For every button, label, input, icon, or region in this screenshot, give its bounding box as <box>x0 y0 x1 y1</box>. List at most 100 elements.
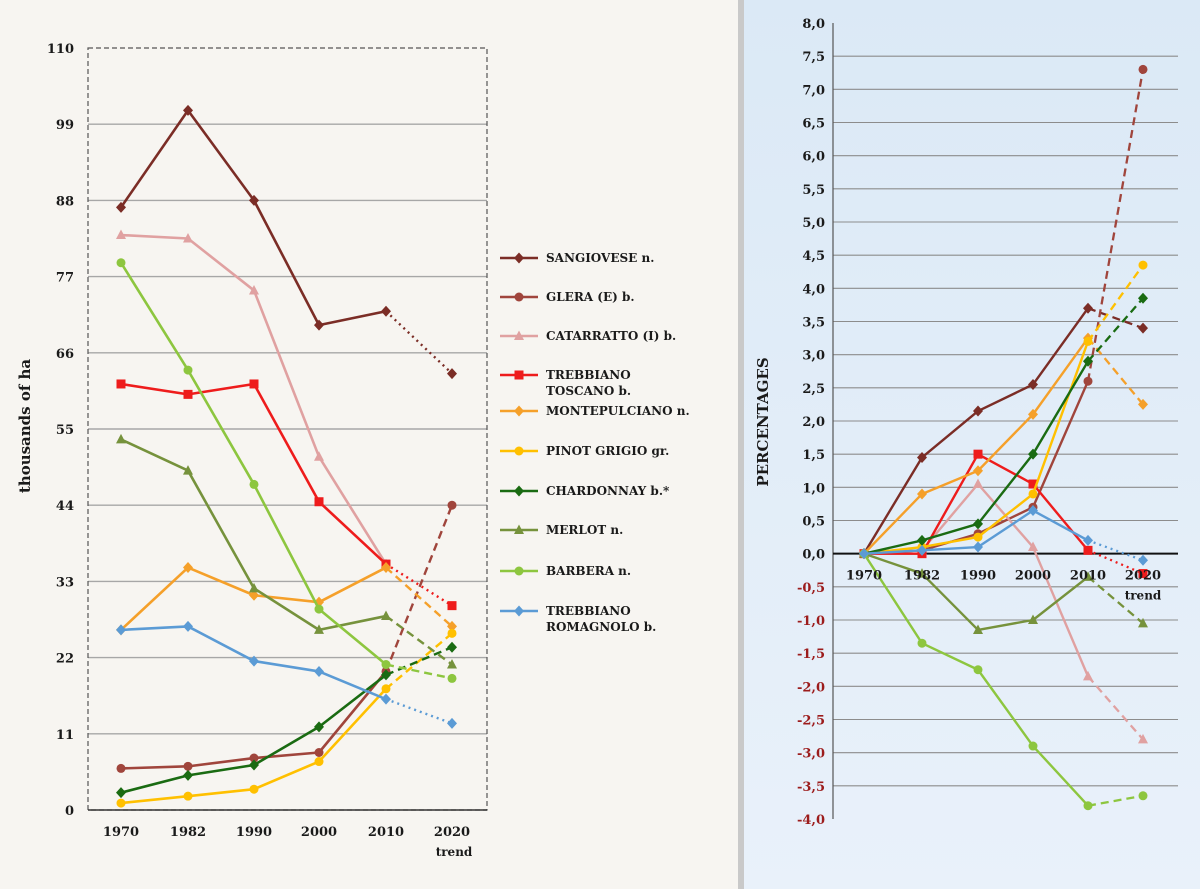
legend-item-sangiovese-n: SANGIOVESE n. <box>500 251 654 265</box>
right-y-tick-label: -1,5 <box>797 647 825 662</box>
right-chart-y-ticks: 8,0 7,5 7,0 6,5 6,0 5,5 5,0 4,5 4,0 3,5 3,0 2,5 2,0 1… <box>797 17 825 828</box>
right-series-trend-line <box>1087 297 1144 363</box>
right-data-point <box>973 532 983 542</box>
left-data-point <box>249 479 259 489</box>
legend-swatch-marker <box>514 370 524 380</box>
left-data-point <box>381 610 391 621</box>
left-data-point <box>447 601 457 611</box>
right-y-tick-label: 3,0 <box>802 349 825 364</box>
right-y-tick-label: 8,0 <box>802 17 825 32</box>
legend-item-chardonnay-b: CHARDONNAY b.* <box>500 484 670 498</box>
right-data-point <box>973 541 983 553</box>
right-y-tick-label: -3,0 <box>797 747 825 762</box>
right-data-point <box>917 544 927 556</box>
right-series-trend-line <box>1087 549 1144 575</box>
right-y-tick-label: 5,0 <box>802 216 825 231</box>
right-data-point <box>917 451 927 463</box>
legend-swatch-marker <box>514 405 524 417</box>
left-data-point <box>447 659 457 669</box>
left-series-barbera-n <box>116 258 457 683</box>
left-data-point <box>116 787 126 799</box>
legend-swatch-marker <box>514 252 524 264</box>
right-x-trend-label: trend <box>1125 589 1162 603</box>
left-data-point <box>314 497 324 507</box>
right-y-tick-label: 7,0 <box>802 83 825 98</box>
left-series-trend-line <box>385 615 453 666</box>
right-data-point <box>973 449 983 459</box>
left-data-point <box>183 104 193 116</box>
right-data-point <box>917 638 927 648</box>
right-data-point <box>917 568 927 578</box>
legend-label: MONTEPULCIANO n. <box>546 404 690 418</box>
left-data-point <box>249 753 259 763</box>
legend-label: TREBBIANO ROMAGNOLO b. <box>546 604 656 634</box>
right-series-trend-line <box>1087 264 1144 343</box>
legend-swatch-marker <box>514 485 524 497</box>
right-data-point <box>973 665 983 675</box>
left-data-point <box>249 589 259 601</box>
left-data-point <box>381 693 391 705</box>
right-data-point <box>1083 801 1093 811</box>
left-series-pinot-grigio-gr <box>116 628 457 808</box>
right-y-tick-label: 0,0 <box>802 548 825 563</box>
left-data-point <box>381 669 391 681</box>
left-series-trend-line <box>385 646 453 677</box>
right-data-point <box>973 518 983 530</box>
left-data-point <box>249 194 259 206</box>
right-y-tick-label: -3,5 <box>797 780 825 795</box>
left-data-point <box>183 791 193 801</box>
legend-swatch-marker <box>514 605 524 617</box>
legend-swatch-marker <box>514 446 524 456</box>
left-data-point <box>314 624 324 634</box>
right-data-point <box>1138 569 1148 579</box>
legend-label: PINOT GRIGIO gr. <box>546 444 669 458</box>
right-data-point <box>1083 302 1093 314</box>
right-y-tick-label: 4,0 <box>802 282 825 297</box>
legend-item-trebbiano-toscano-b: TREBBIANO TOSCANO b. <box>500 368 631 398</box>
right-data-point <box>1138 617 1148 628</box>
left-data-point <box>381 684 391 694</box>
left-data-point <box>249 379 259 389</box>
left-data-point <box>249 655 259 667</box>
left-chart-frame <box>87 47 488 811</box>
left-data-point <box>183 365 193 375</box>
legend-item-merlot-n: MERLOT n. <box>500 523 623 537</box>
legend-swatch-marker <box>514 330 524 340</box>
left-data-point <box>249 582 259 593</box>
legend-label: GLERA (E) b. <box>546 290 635 304</box>
left-y-tick-label: 110 <box>47 42 74 57</box>
legend-label: MERLOT n. <box>546 523 623 537</box>
legend-item-pinot-grigio-gr: PINOT GRIGIO gr. <box>500 444 669 458</box>
left-data-point <box>314 721 324 733</box>
right-data-point <box>1028 489 1038 499</box>
left-data-point <box>447 368 457 380</box>
left-series-trend-line <box>385 663 453 680</box>
right-y-tick-label: 3,5 <box>802 316 825 331</box>
right-data-point <box>1138 554 1148 566</box>
left-series-trend-line <box>385 632 453 690</box>
left-y-tick-label: 55 <box>56 423 74 438</box>
right-y-tick-label: 2,0 <box>802 415 825 430</box>
legend-swatch-marker <box>514 292 524 302</box>
right-y-tick-label: -2,0 <box>797 680 825 695</box>
left-y-tick-label: 22 <box>56 652 74 667</box>
right-y-tick-label: 6,0 <box>802 150 825 165</box>
left-series-montepulciano-n <box>116 562 457 636</box>
left-y-tick-label: 44 <box>56 499 74 514</box>
left-y-tick-label: 66 <box>56 347 74 362</box>
left-series-chardonnay-b <box>116 641 457 799</box>
right-data-point <box>1083 534 1093 546</box>
right-y-tick-label: 7,5 <box>802 50 825 65</box>
left-data-point <box>314 451 324 461</box>
left-y-tick-label: 11 <box>56 728 74 743</box>
right-data-point <box>1083 571 1093 581</box>
left-data-point <box>314 665 324 677</box>
right-x-tick-label: 2020 <box>1125 569 1161 584</box>
right-chart-gridlines <box>832 23 1178 819</box>
left-data-point <box>447 641 457 653</box>
right-series-trend-line <box>1087 539 1144 562</box>
left-y-tick-label: 88 <box>56 194 74 209</box>
left-chart-x-ticks: 1970 1982 1990 2000 2010 2020 trend <box>103 825 473 859</box>
legend-swatch-marker <box>514 524 524 534</box>
